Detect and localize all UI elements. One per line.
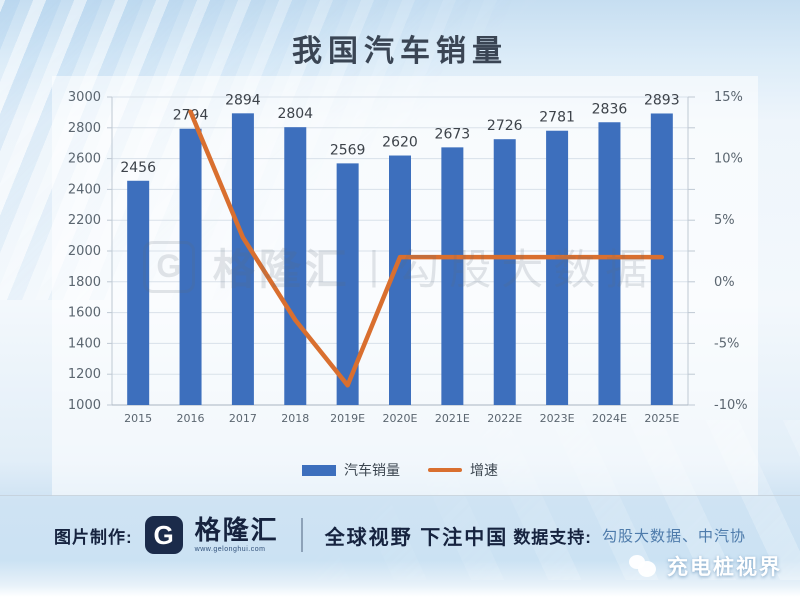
left-axis-tick-label: 2400 xyxy=(68,182,101,197)
left-axis-tick-label: 3000 xyxy=(68,90,101,105)
auto-sales-chart: 3000 2800 2600 2400 2200 2000 1800 1600 1400 1200… xyxy=(68,90,748,425)
right-axis-tick-label: 0% xyxy=(714,275,735,290)
chart-legend: 汽车销量 增速 xyxy=(0,460,800,480)
data-support-label: 数据支持: xyxy=(513,527,592,547)
bar-value-label: 2726 xyxy=(487,118,523,134)
bar xyxy=(284,127,307,406)
legend-line-swatch xyxy=(428,468,462,472)
left-axis-tick-label: 1600 xyxy=(68,306,101,321)
right-axis-tick-label: 10% xyxy=(714,152,743,167)
x-axis-tick-label: 2019E xyxy=(330,412,365,425)
x-axis-tick-label: 2015 xyxy=(124,412,152,425)
right-axis-tick-label: -10% xyxy=(714,398,748,413)
x-axis-tick-label: 2018 xyxy=(281,412,309,425)
bar xyxy=(336,163,359,405)
bar xyxy=(231,113,254,405)
bar-value-label: 2620 xyxy=(382,135,418,151)
brand-block: 格隆汇 www.gelonghui.com xyxy=(195,517,279,553)
gelonghui-logo-icon: G xyxy=(144,516,183,554)
bar xyxy=(441,147,464,405)
chart-title: 我国汽车销量 xyxy=(292,34,508,69)
footer: 图片制作: G 格隆汇 www.gelonghui.com 全球视野 下注中国 … xyxy=(0,506,800,564)
brand-name: 格隆汇 xyxy=(194,515,279,545)
left-axis-tick-label: 1400 xyxy=(68,336,101,351)
bar-value-label: 2836 xyxy=(592,101,628,117)
footer-separator xyxy=(0,495,800,496)
right-axis-tick-label: 15% xyxy=(714,90,743,105)
left-axis-tick-label: 2000 xyxy=(68,244,101,259)
badge-cloud-icon xyxy=(629,555,656,577)
bar-value-label: 2569 xyxy=(330,142,366,158)
data-sources: 勾股大数据、中汽协 xyxy=(601,527,746,545)
left-axis-tick-label: 1800 xyxy=(68,275,101,290)
right-axis-tick-label: 5% xyxy=(714,213,735,228)
bar-value-label: 2804 xyxy=(277,106,313,122)
left-axis-tick-label: 1000 xyxy=(68,398,101,413)
bar-value-label: 2894 xyxy=(225,92,261,108)
bar-value-label: 2456 xyxy=(120,160,156,176)
right-axis-tick-label: -5% xyxy=(714,336,739,351)
bar xyxy=(127,180,150,405)
account-badge: 充电桩视界 xyxy=(627,551,782,581)
x-axis-tick-label: 2017 xyxy=(229,412,257,425)
legend-bar-label: 汽车销量 xyxy=(344,462,400,478)
legend-bar-swatch xyxy=(302,464,336,476)
badge-text: 充电桩视界 xyxy=(667,556,782,579)
footer-credit: 图片制作: G 格隆汇 www.gelonghui.com 全球视野 下注中国 xyxy=(54,516,508,554)
bar-value-label: 2893 xyxy=(644,92,680,108)
bar xyxy=(546,130,569,405)
left-axis-tick-label: 2600 xyxy=(68,152,101,167)
x-axis-tick-label: 2016 xyxy=(177,412,205,425)
x-axis-tick-label: 2025E xyxy=(644,412,679,425)
left-axis-tick-label: 2200 xyxy=(68,213,101,228)
x-axis-tick-label: 2023E xyxy=(540,412,575,425)
bar xyxy=(598,122,621,406)
left-axis-tick-label: 2800 xyxy=(68,121,101,136)
bar-value-label: 2673 xyxy=(435,126,471,142)
x-axis-tick-label: 2024E xyxy=(592,412,627,425)
x-axis-tick-label: 2022E xyxy=(487,412,522,425)
left-axis-tick-label: 1200 xyxy=(68,367,101,382)
growth-line xyxy=(188,109,665,388)
x-axis-tick-label: 2020E xyxy=(383,412,418,425)
brand-url: www.gelonghui.com xyxy=(194,546,266,553)
bar xyxy=(493,139,516,406)
legend-line-label: 增速 xyxy=(470,462,498,478)
bar-value-label: 2781 xyxy=(539,110,575,126)
made-by-label: 图片制作: xyxy=(54,527,133,547)
vertical-divider xyxy=(300,518,303,552)
footer-data-support: 数据支持: 勾股大数据、中汽协 xyxy=(513,523,746,548)
brand-slogan: 全球视野 下注中国 xyxy=(324,526,509,549)
x-axis-tick-label: 2021E xyxy=(435,412,470,425)
bar xyxy=(179,128,202,405)
bar xyxy=(389,155,411,405)
